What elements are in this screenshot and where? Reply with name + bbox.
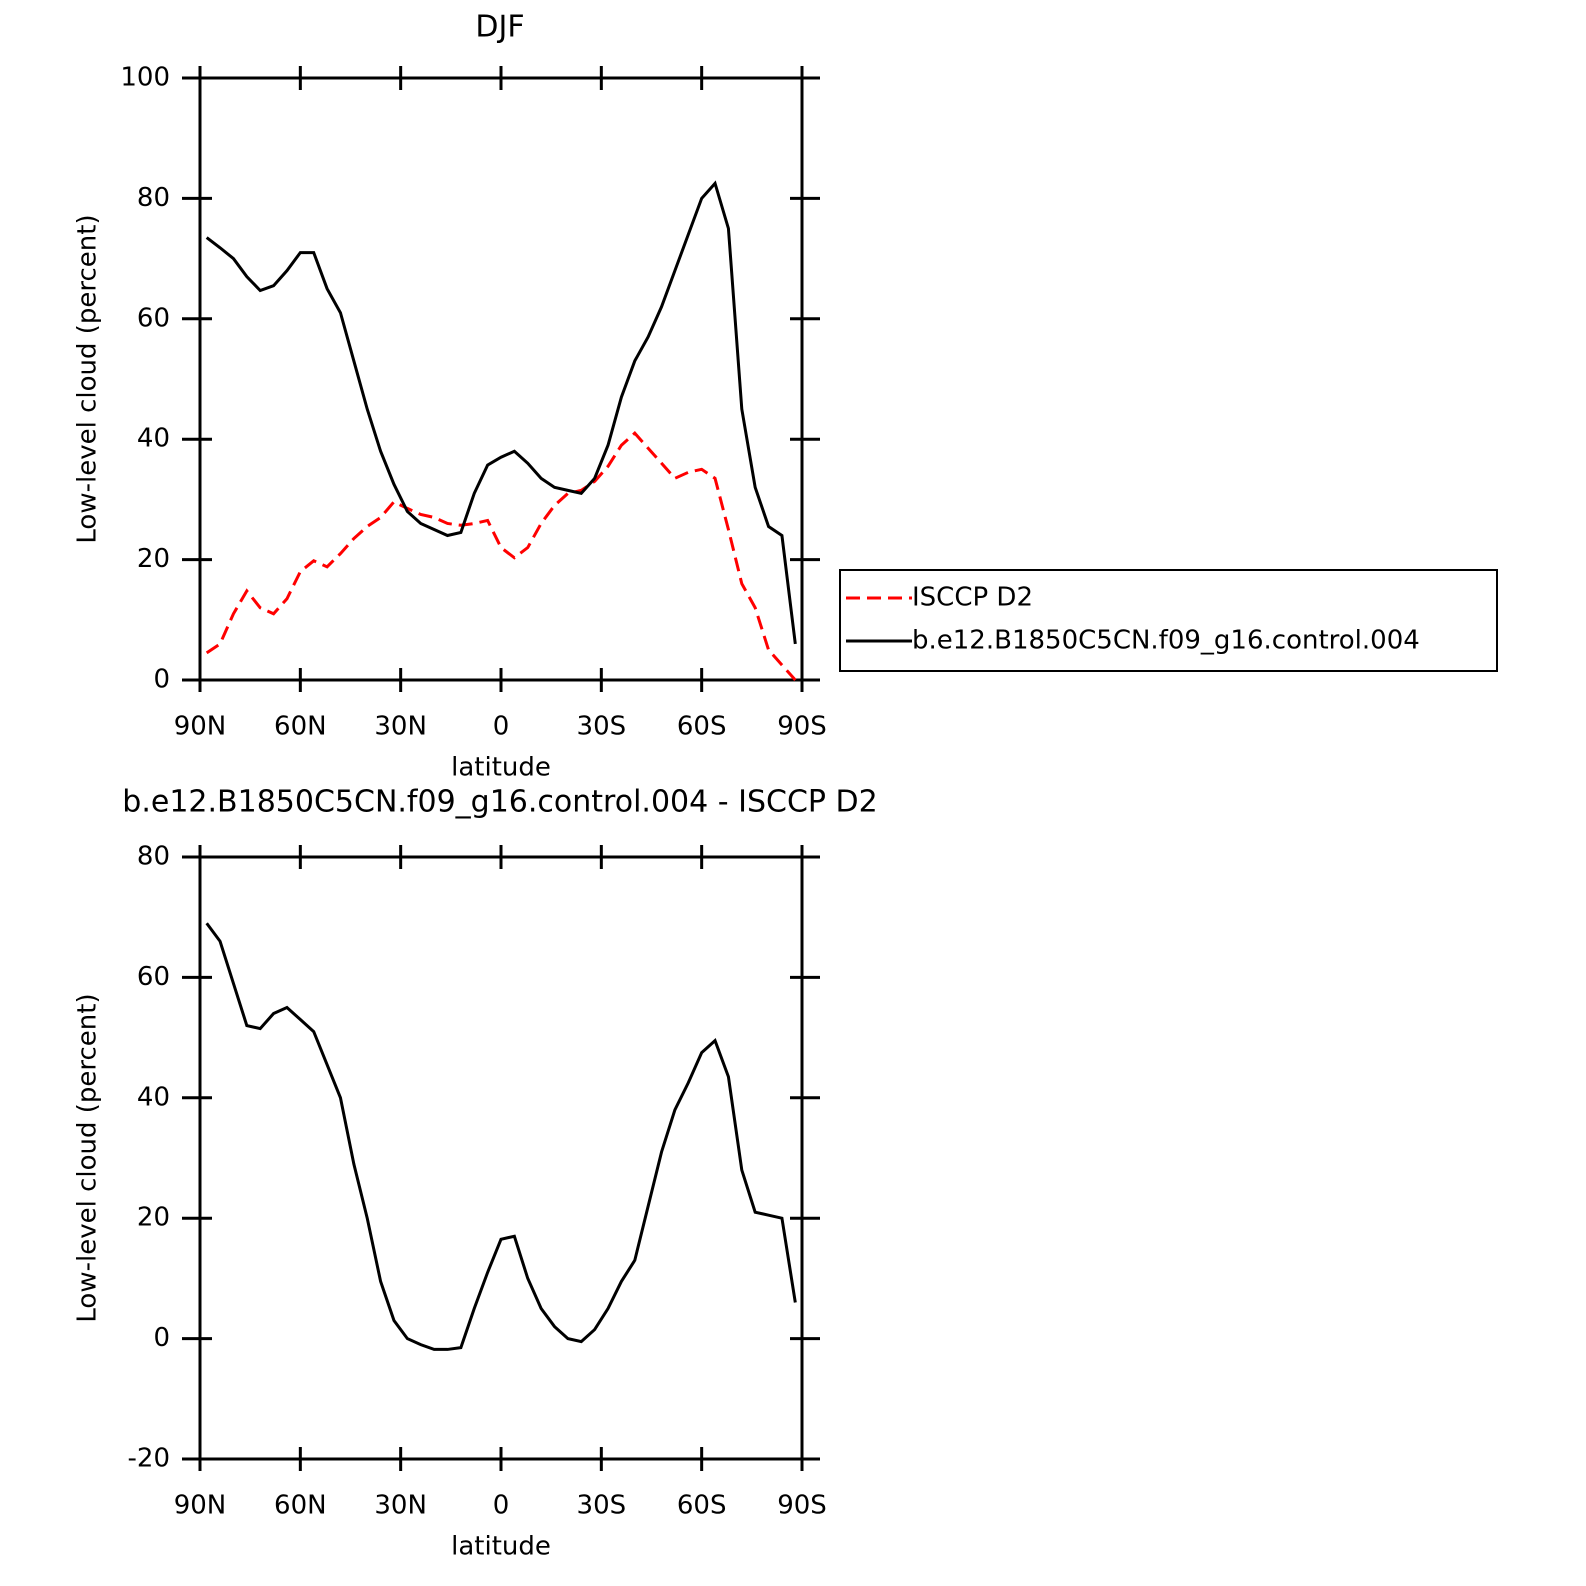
- x-tick-label: 0: [493, 1491, 510, 1521]
- legend-label: b.e12.B1850C5CN.f09_g16.control.004: [912, 626, 1420, 656]
- y-tick-label: -20: [128, 1444, 170, 1474]
- y-tick-label: 60: [137, 962, 170, 992]
- chart-title: b.e12.B1850C5CN.f09_g16.control.004 - IS…: [122, 785, 877, 820]
- y-tick-label: 0: [153, 665, 170, 695]
- x-axis-label: latitude: [451, 1532, 551, 1562]
- data-line: [205, 431, 797, 681]
- y-tick-label: 100: [120, 63, 170, 93]
- y-tick-label: 60: [137, 303, 170, 333]
- x-axis-label: latitude: [451, 753, 551, 783]
- y-axis-label: Low-level cloud (percent): [73, 993, 103, 1322]
- x-tick-label: 60S: [677, 1491, 727, 1521]
- x-tick-label: 60N: [274, 712, 327, 742]
- x-tick-label: 90N: [174, 1491, 227, 1521]
- plot-frame: [198, 76, 804, 682]
- data-line: [205, 180, 797, 645]
- chart-title: DJF: [475, 10, 524, 45]
- x-tick-label: 30N: [374, 1491, 427, 1521]
- y-tick-label: 80: [137, 842, 170, 872]
- y-tick-label: 0: [153, 1323, 170, 1353]
- y-tick-label: 40: [137, 1082, 170, 1112]
- x-tick-label: 90S: [777, 712, 827, 742]
- x-tick-label: 60S: [677, 712, 727, 742]
- x-tick-label: 30S: [577, 712, 627, 742]
- x-tick-label: 0: [493, 712, 510, 742]
- legend-label: ISCCP D2: [912, 583, 1033, 613]
- y-tick-label: 40: [137, 424, 170, 454]
- x-tick-label: 60N: [274, 1491, 327, 1521]
- y-tick-label: 20: [137, 1203, 170, 1233]
- x-tick-label: 30N: [374, 712, 427, 742]
- x-tick-label: 90S: [777, 1491, 827, 1521]
- legend-box: [839, 569, 1498, 672]
- y-tick-label: 20: [137, 544, 170, 574]
- x-tick-label: 30S: [577, 1491, 627, 1521]
- y-axis-label: Low-level cloud (percent): [73, 214, 103, 543]
- plot-frame: [198, 855, 804, 1461]
- data-line: [205, 922, 797, 1351]
- x-tick-label: 90N: [174, 712, 227, 742]
- y-tick-label: 80: [137, 183, 170, 213]
